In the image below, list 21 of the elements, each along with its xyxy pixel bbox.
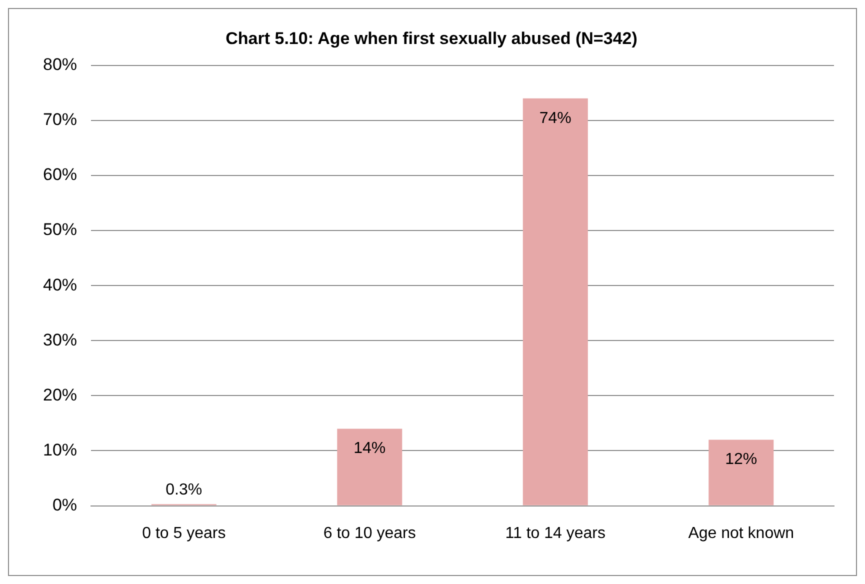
y-tick-label: 50%: [42, 220, 78, 240]
x-tick-label: Age not known: [688, 524, 794, 542]
bar: [522, 98, 588, 506]
x-tick-label: 0 to 5 years: [142, 524, 226, 542]
y-tick-label: 10%: [42, 440, 78, 460]
y-tick-label: 80%: [42, 55, 78, 74]
x-tick-label: 11 to 14 years: [505, 524, 606, 542]
data-label: 74%: [539, 110, 572, 127]
y-tick-label: 70%: [42, 110, 78, 130]
chart-title: Chart 5.10: Age when first sexually abused (N=342): [226, 28, 638, 48]
bar: [708, 440, 774, 506]
y-tick-label: 30%: [42, 330, 78, 350]
data-label: 14%: [354, 440, 386, 458]
y-tick-label: 40%: [42, 275, 78, 294]
y-tick-label: 0%: [52, 495, 78, 514]
data-label: 0.3%: [166, 482, 202, 499]
y-tick-label: 60%: [42, 165, 78, 184]
y-tick-label: 20%: [42, 385, 78, 404]
data-label: 12%: [725, 451, 758, 468]
bar: [337, 428, 402, 506]
x-tick-label: 6 to 10 years: [323, 524, 416, 542]
